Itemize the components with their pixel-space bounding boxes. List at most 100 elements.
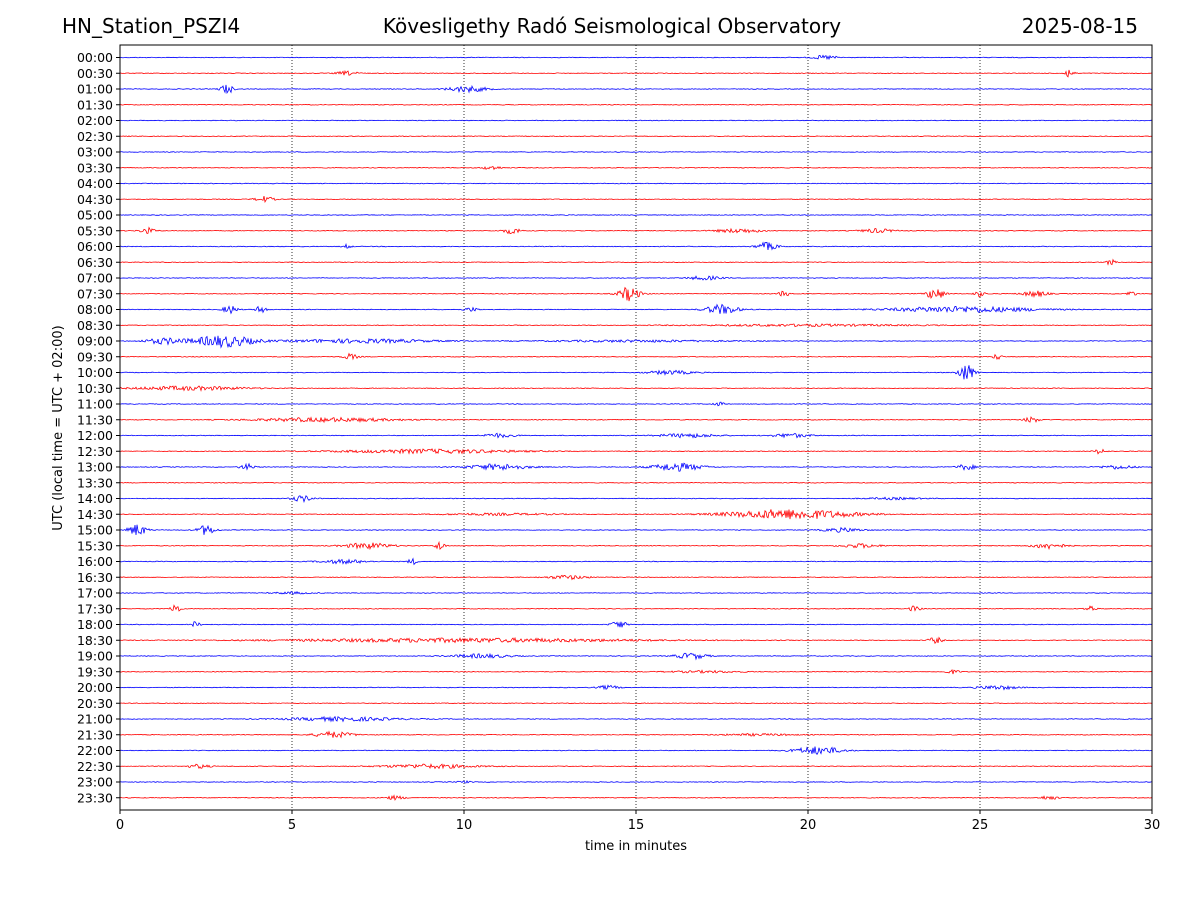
y-tick-label: 04:00 <box>77 176 113 191</box>
y-tick-label: 05:00 <box>77 208 113 223</box>
seismic-trace <box>119 604 1153 612</box>
y-tick-label: 02:30 <box>77 129 113 144</box>
seismic-trace <box>119 385 1153 392</box>
y-tick-label: 09:00 <box>77 334 113 349</box>
y-tick-label: 03:00 <box>77 145 113 160</box>
seismic-trace <box>119 165 1153 171</box>
x-axis: 0 5 10 15 20 25 30 <box>116 810 1160 833</box>
y-tick-label: 01:00 <box>77 82 113 97</box>
x-tick-label: 30 <box>1144 818 1161 833</box>
seismic-trace <box>119 226 1153 235</box>
seismic-trace <box>119 557 1153 566</box>
y-tick-label: 06:30 <box>77 255 113 270</box>
y-tick-label: 13:30 <box>77 475 113 490</box>
y-tick-label: 00:00 <box>77 50 113 65</box>
y-tick-label: 12:00 <box>77 428 113 443</box>
seismic-trace <box>119 54 1153 61</box>
y-tick-label: 05:30 <box>77 223 113 238</box>
y-tick-label: 01:30 <box>77 97 113 112</box>
seismic-trace <box>119 495 1153 504</box>
seismic-trace <box>119 780 1153 784</box>
y-tick-label: 07:30 <box>77 286 113 301</box>
seismic-trace <box>119 684 1153 691</box>
seismic-trace <box>119 652 1153 661</box>
y-tick-label: 16:30 <box>77 570 113 585</box>
y-tick-label: 18:30 <box>77 633 113 648</box>
seismic-trace <box>119 335 1153 349</box>
seismic-trace <box>119 401 1153 407</box>
y-tick-label: 11:00 <box>77 397 113 412</box>
y-tick-label: 00:30 <box>77 66 113 81</box>
y-tick-label: 02:00 <box>77 113 113 128</box>
y-tick-label: 21:00 <box>77 712 113 727</box>
x-tick-label: 10 <box>456 818 473 833</box>
trace-group <box>119 54 1153 801</box>
seismic-trace <box>119 669 1153 675</box>
seismic-trace <box>119 274 1153 281</box>
seismic-trace <box>119 303 1153 315</box>
seismic-trace <box>119 432 1153 439</box>
seismic-trace <box>119 323 1153 328</box>
seismic-trace <box>119 481 1153 484</box>
chart-title: Kövesligethy Radó Seismological Observat… <box>382 14 842 38</box>
y-tick-label: 22:00 <box>77 743 113 758</box>
seismic-trace <box>119 69 1153 78</box>
x-tick-label: 15 <box>628 818 645 833</box>
seismic-trace <box>119 621 1153 628</box>
y-tick-label: 17:00 <box>77 586 113 601</box>
seismic-trace <box>119 365 1153 380</box>
y-tick-label: 22:30 <box>77 759 113 774</box>
chart-date: 2025-08-15 <box>1021 14 1138 38</box>
seismic-trace <box>119 715 1153 723</box>
seismic-trace <box>119 702 1153 705</box>
seismic-trace <box>119 135 1153 138</box>
y-tick-label: 16:00 <box>77 554 113 569</box>
x-tick-label: 20 <box>800 818 817 833</box>
seismic-trace <box>119 103 1153 106</box>
y-tick-label: 17:30 <box>77 601 113 616</box>
y-tick-label: 13:00 <box>77 460 113 475</box>
x-tick-label: 25 <box>972 818 989 833</box>
seismic-trace <box>119 636 1153 645</box>
x-tick-label: 5 <box>288 818 296 833</box>
y-axis: 00:0000:3001:0001:3002:0002:3003:0003:30… <box>77 50 120 805</box>
y-tick-label: 14:30 <box>77 507 113 522</box>
seismic-trace <box>119 119 1153 122</box>
grid-lines <box>291 45 981 810</box>
station-name: HN_Station_PSZI4 <box>62 14 241 38</box>
y-tick-label: 23:30 <box>77 790 113 805</box>
y-tick-label: 14:00 <box>77 491 113 506</box>
y-tick-label: 20:30 <box>77 696 113 711</box>
y-tick-label: 21:30 <box>77 727 113 742</box>
y-tick-label: 07:00 <box>77 271 113 286</box>
y-tick-label: 12:30 <box>77 444 113 459</box>
seismic-trace <box>119 574 1153 581</box>
y-tick-label: 23:00 <box>77 775 113 790</box>
seismic-trace <box>119 151 1153 153</box>
y-tick-label: 15:00 <box>77 523 113 538</box>
y-tick-label: 11:30 <box>77 412 113 427</box>
seismic-trace <box>119 182 1153 185</box>
y-tick-label: 18:00 <box>77 617 113 632</box>
seismic-trace <box>119 286 1153 302</box>
y-tick-label: 08:00 <box>77 302 113 317</box>
y-tick-label: 19:30 <box>77 664 113 679</box>
seismic-trace <box>119 524 1153 535</box>
seismic-trace <box>119 214 1153 216</box>
seismic-trace <box>119 746 1153 756</box>
y-tick-label: 08:30 <box>77 318 113 333</box>
seismic-trace <box>119 794 1153 801</box>
seismic-trace <box>119 730 1153 739</box>
y-tick-label: 15:30 <box>77 538 113 553</box>
y-tick-label: 19:00 <box>77 649 113 664</box>
seismic-trace <box>119 416 1153 424</box>
seismic-trace <box>119 84 1153 95</box>
seismic-trace <box>119 448 1153 455</box>
seismic-trace <box>119 258 1153 266</box>
y-tick-label: 10:30 <box>77 381 113 396</box>
y-tick-label: 04:30 <box>77 192 113 207</box>
x-tick-label: 0 <box>116 818 124 833</box>
seismic-trace <box>119 462 1153 472</box>
y-tick-label: 09:30 <box>77 349 113 364</box>
